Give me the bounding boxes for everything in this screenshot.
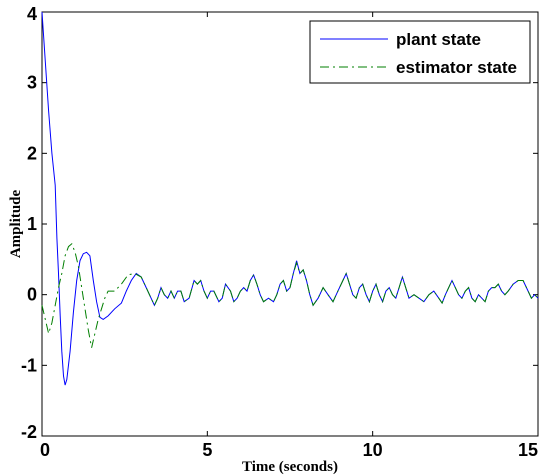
legend: plant state estimator state <box>309 20 531 84</box>
y-axis-label: Amplitude <box>8 189 24 258</box>
x-tick-label: 0 <box>40 440 50 460</box>
y-tick-label: 3 <box>27 73 37 93</box>
x-tick-labels: 0 5 10 15 <box>40 440 538 460</box>
y-tick-label: 4 <box>27 4 37 24</box>
y-tick-label: 2 <box>27 143 37 163</box>
legend-label-estimator-state: estimator state <box>396 58 517 77</box>
series-estimator-state <box>41 242 539 348</box>
y-tick-labels: -2 -1 0 1 2 3 4 <box>21 4 37 442</box>
y-tick-label: -1 <box>21 355 37 375</box>
y-tick-label: 0 <box>27 285 37 305</box>
axis-ticks <box>41 11 539 437</box>
legend-label-plant-state: plant state <box>396 30 481 49</box>
x-tick-label: 15 <box>518 440 538 460</box>
legend-box <box>309 20 531 84</box>
series-line <box>41 242 539 348</box>
y-tick-label: -2 <box>21 422 37 442</box>
x-tick-label: 5 <box>202 440 212 460</box>
y-tick-label: 1 <box>27 214 37 234</box>
x-tick-label: 10 <box>363 440 383 460</box>
x-axis-label: Time (seconds) <box>242 459 338 475</box>
series-layer <box>41 11 539 386</box>
